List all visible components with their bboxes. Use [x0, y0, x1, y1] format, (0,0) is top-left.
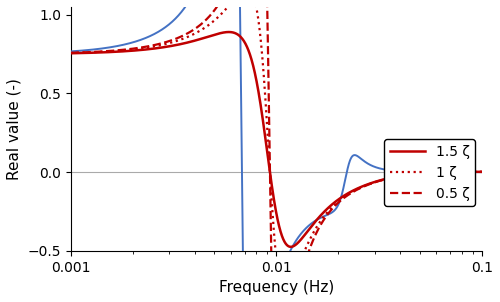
0.5 ζ [479, 170, 485, 174]
1.5 ζ [139, 48, 145, 52]
0.5 ζ [114, 49, 120, 52]
1 ζ [479, 170, 485, 174]
1.5 ζ [114, 50, 120, 53]
1.5 ζ [288, 245, 294, 249]
X-axis label: Frequency (Hz): Frequency (Hz) [219, 280, 334, 295]
Line: 1 ζ: 1 ζ [70, 0, 482, 294]
0.5 ζ [139, 46, 145, 49]
1.5 ζ [226, 30, 232, 34]
1 ζ [427, 170, 433, 174]
1 ζ [282, 292, 288, 296]
1 ζ [471, 170, 477, 174]
1.5 ζ [427, 170, 433, 174]
1.5 ζ [244, 44, 250, 47]
1.5 ζ [479, 170, 485, 174]
0.5 ζ [68, 51, 73, 55]
1.5 ζ [68, 51, 73, 55]
Line: 0.5 ζ: 0.5 ζ [70, 0, 482, 302]
Y-axis label: Real value (-): Real value (-) [7, 78, 22, 180]
1.5 ζ [226, 30, 232, 34]
Line: 1.5 ζ: 1.5 ζ [70, 32, 482, 247]
1 ζ [68, 51, 73, 55]
Legend: 1.5 ζ, 1 ζ, 0.5 ζ: 1.5 ζ, 1 ζ, 0.5 ζ [384, 139, 475, 206]
0.5 ζ [471, 170, 477, 174]
1 ζ [139, 47, 145, 50]
0.5 ζ [427, 170, 433, 174]
1 ζ [226, 5, 232, 8]
1.5 ζ [471, 170, 477, 174]
1 ζ [114, 49, 120, 53]
